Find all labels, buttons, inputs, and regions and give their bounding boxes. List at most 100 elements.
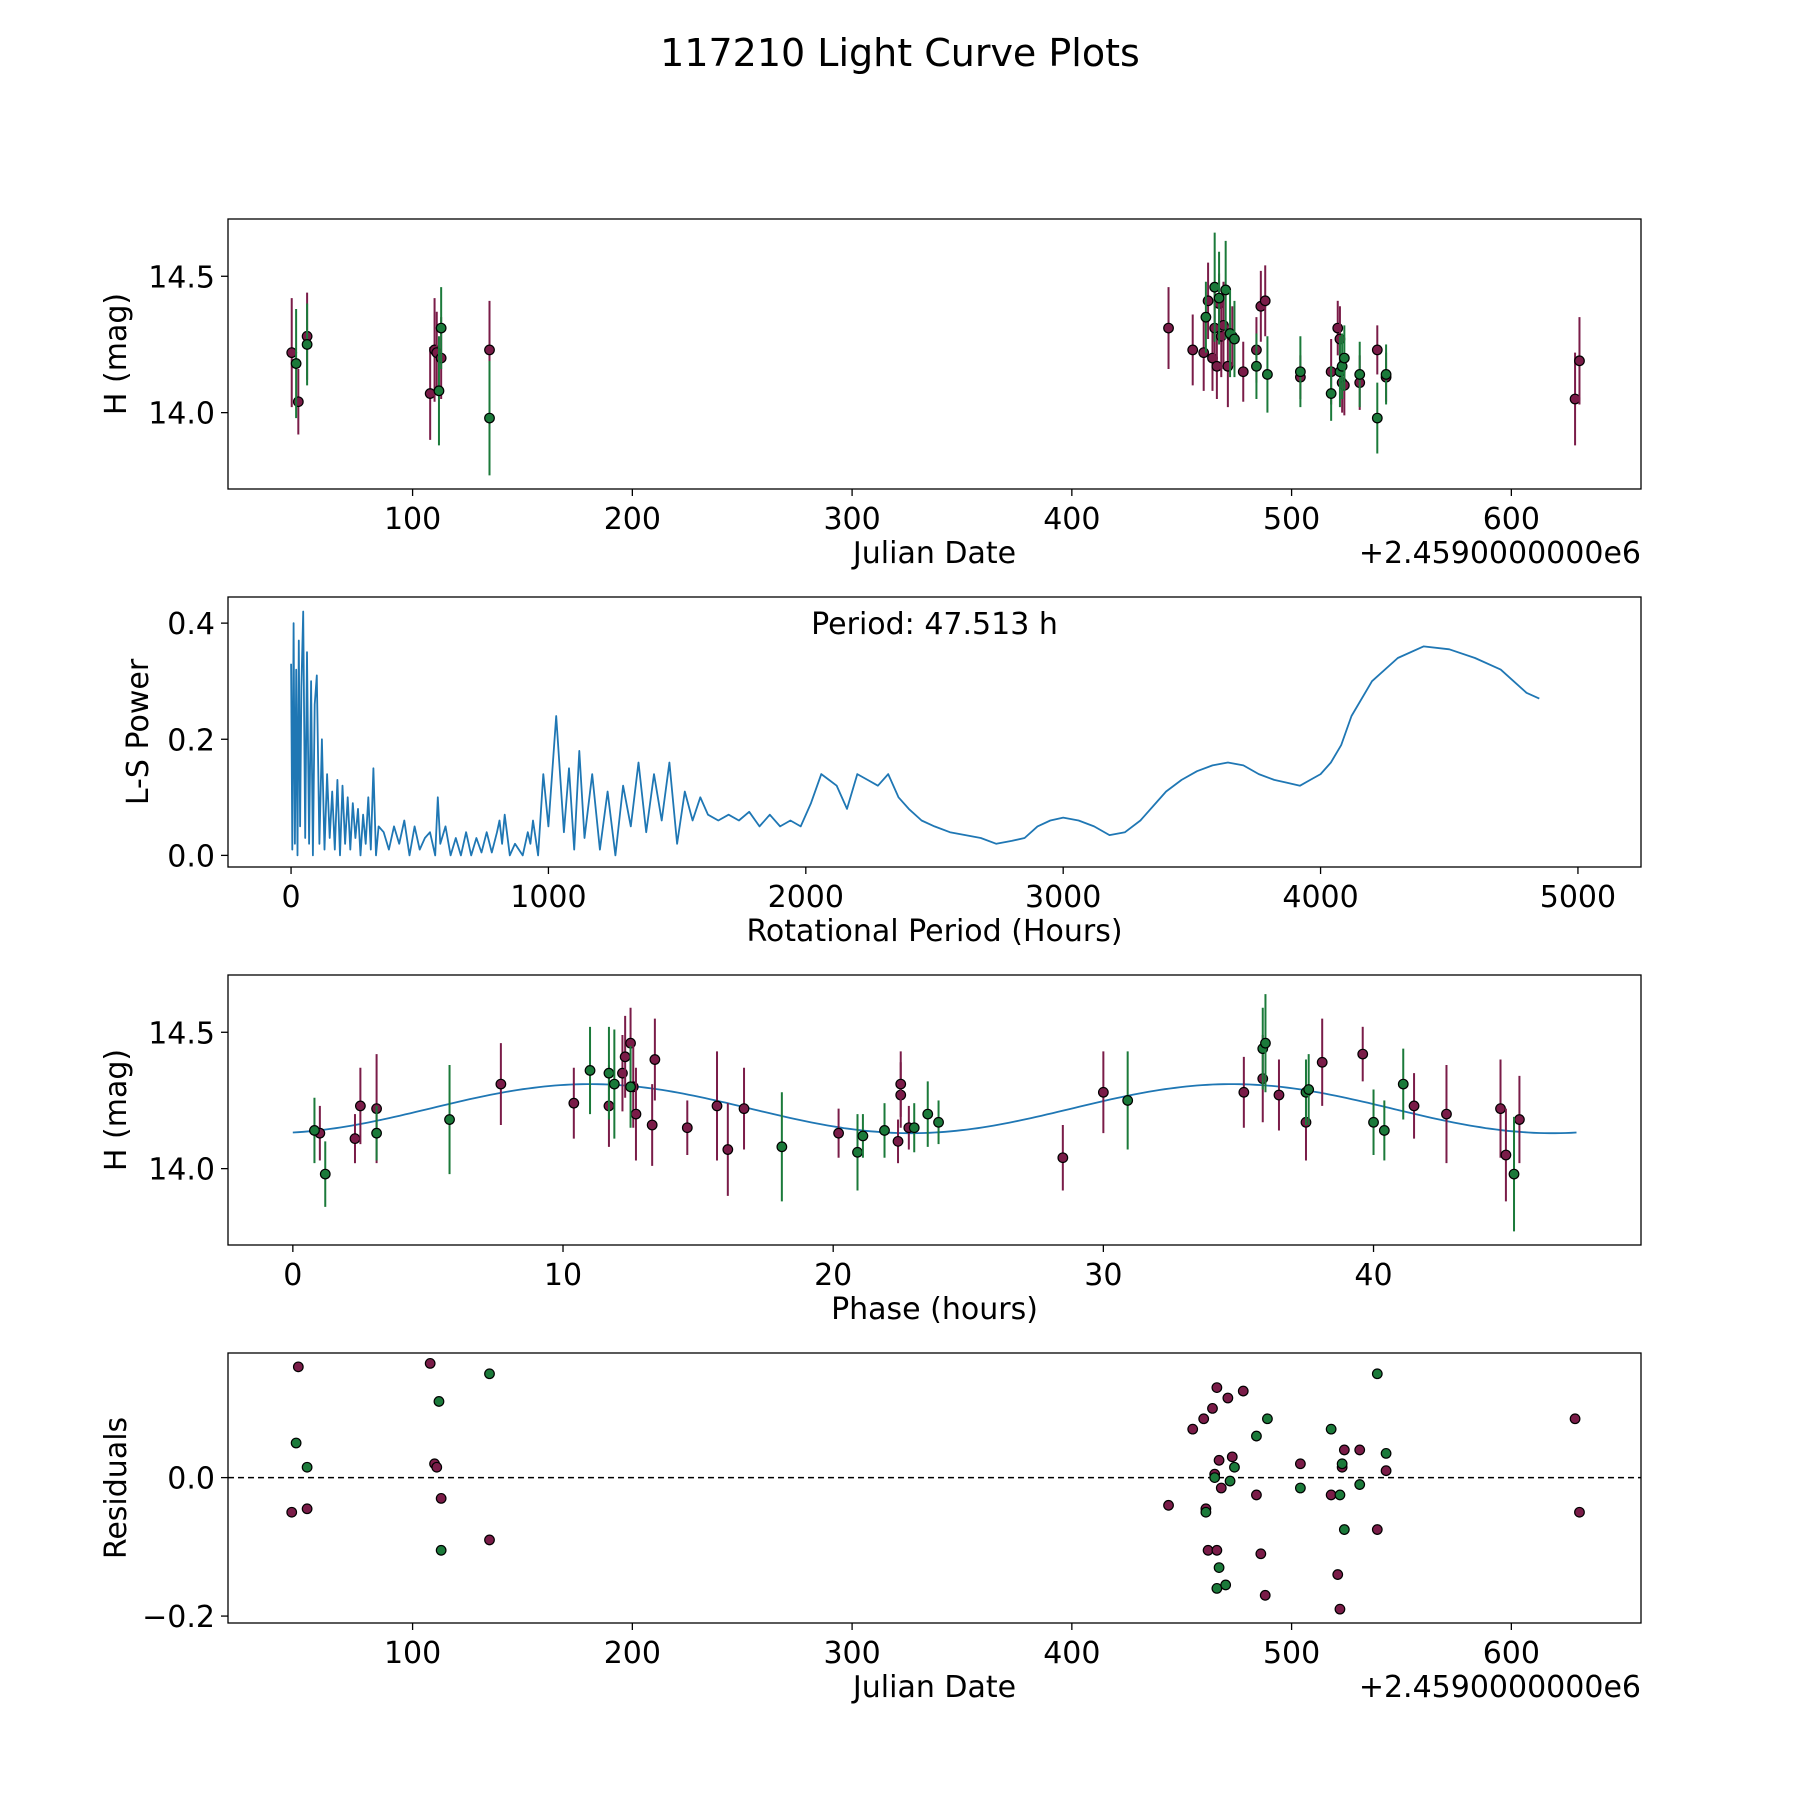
- data-point: [1224, 1475, 1236, 1487]
- data-point: [484, 412, 495, 424]
- data-point: [1303, 1084, 1315, 1095]
- data-point: [852, 1146, 863, 1158]
- y-tick-label: −0.2: [142, 1600, 215, 1635]
- x-offset-label: +2.4590000000e6: [1359, 536, 1641, 571]
- data-point: [1187, 344, 1199, 356]
- x-axis-label: Rotational Period (Hours): [746, 914, 1122, 949]
- data-point: [568, 1097, 580, 1109]
- y-tick-label: 0.0: [167, 839, 215, 874]
- data-point: [433, 385, 445, 397]
- data-point: [435, 1492, 447, 1504]
- data-point: [435, 322, 447, 334]
- data-point: [1097, 1086, 1109, 1098]
- data-point: [1209, 281, 1221, 293]
- x-tick-label: 4000: [1282, 880, 1358, 915]
- data-point: [1514, 1114, 1525, 1125]
- period-annotation: Period: 47.513 h: [811, 607, 1058, 642]
- data-point: [833, 1127, 844, 1139]
- data-point: [1336, 1458, 1348, 1470]
- y-tick-label: 14.5: [148, 260, 215, 295]
- periodogram-panel: Period: 47.513 h 0 1000 2000 3000 4000 5000 0.0…: [121, 596, 1642, 949]
- x-tick-label: 100: [384, 502, 441, 537]
- y-tick-label: 14.5: [148, 1016, 215, 1051]
- data-point: [1200, 1506, 1212, 1518]
- x-tick-label: 400: [1043, 1636, 1100, 1671]
- x-tick-label: 10: [544, 1258, 582, 1293]
- data-point: [1207, 1402, 1218, 1414]
- data-point: [1354, 1444, 1366, 1456]
- y-axis-label: H (mag): [99, 293, 134, 415]
- data-point: [1574, 355, 1585, 367]
- y-tick-label: 0.4: [167, 607, 215, 642]
- data-point: [1198, 1413, 1210, 1425]
- data-point: [1441, 1108, 1452, 1120]
- data-point: [1198, 347, 1210, 359]
- data-point: [301, 1461, 313, 1473]
- data-point: [1211, 1382, 1223, 1394]
- data-point: [584, 1065, 596, 1076]
- x-tick-label: 600: [1483, 502, 1540, 537]
- x-tick-label: 0: [282, 880, 301, 915]
- data-point: [1325, 1423, 1337, 1435]
- data-point: [431, 1461, 443, 1473]
- data-point: [1325, 388, 1337, 399]
- data-point: [1334, 1489, 1346, 1501]
- data-point: [879, 1125, 890, 1136]
- data-point: [608, 1078, 620, 1090]
- data-point: [1238, 1086, 1250, 1098]
- data-point: [1202, 1544, 1214, 1556]
- data-point: [603, 1067, 615, 1079]
- data-point: [1251, 1489, 1262, 1501]
- data-point: [1495, 1103, 1506, 1115]
- data-point: [1211, 1544, 1223, 1556]
- data-point: [424, 388, 436, 399]
- data-point: [290, 358, 302, 369]
- data-point: [1371, 344, 1383, 356]
- data-point: [1378, 1125, 1390, 1136]
- data-point: [1380, 1465, 1392, 1477]
- x-tick-label: 300: [823, 1636, 880, 1671]
- data-point: [1500, 1149, 1512, 1161]
- data-point: [1354, 1479, 1366, 1490]
- data-point: [1569, 1413, 1581, 1425]
- data-point: [1408, 1100, 1420, 1112]
- plot-frame: [227, 1352, 1642, 1624]
- data-point: [1222, 360, 1234, 372]
- x-tick-label: 0: [283, 1258, 302, 1293]
- x-tick-label: 1000: [510, 880, 586, 915]
- data-point: [1163, 322, 1174, 334]
- x-tick-label: 2000: [768, 880, 844, 915]
- data-point: [1338, 352, 1350, 364]
- data-point: [1260, 1037, 1271, 1049]
- periodogram-line: [290, 610, 1540, 857]
- data-point: [649, 1054, 661, 1065]
- data-point: [1380, 369, 1392, 380]
- data-point: [1163, 1499, 1174, 1511]
- data-point: [711, 1100, 723, 1112]
- data-point: [619, 1051, 631, 1063]
- data-point: [1508, 1168, 1520, 1180]
- y-axis-label: H (mag): [99, 1049, 134, 1171]
- data-point: [1215, 1482, 1227, 1494]
- x-tick-label: 20: [814, 1258, 852, 1293]
- data-point: [1357, 1048, 1369, 1060]
- data-point: [1237, 366, 1249, 378]
- data-point: [371, 1127, 382, 1139]
- data-point: [1211, 360, 1223, 372]
- y-tick-label: 14.0: [148, 397, 215, 432]
- data-point: [1226, 1451, 1238, 1463]
- x-tick-label: 200: [604, 1636, 661, 1671]
- data-point: [1259, 295, 1271, 307]
- data-point: [1368, 1116, 1379, 1128]
- data-point: [349, 1133, 361, 1145]
- data-point: [1332, 322, 1344, 334]
- data-point: [681, 1122, 693, 1134]
- data-point: [1338, 1524, 1350, 1535]
- x-tick-label: 300: [823, 502, 880, 537]
- data-point: [290, 1437, 302, 1449]
- x-tick-label: 5000: [1540, 880, 1616, 915]
- data-point: [292, 396, 304, 408]
- x-tick-label: 100: [384, 1636, 441, 1671]
- data-point: [1325, 1489, 1337, 1501]
